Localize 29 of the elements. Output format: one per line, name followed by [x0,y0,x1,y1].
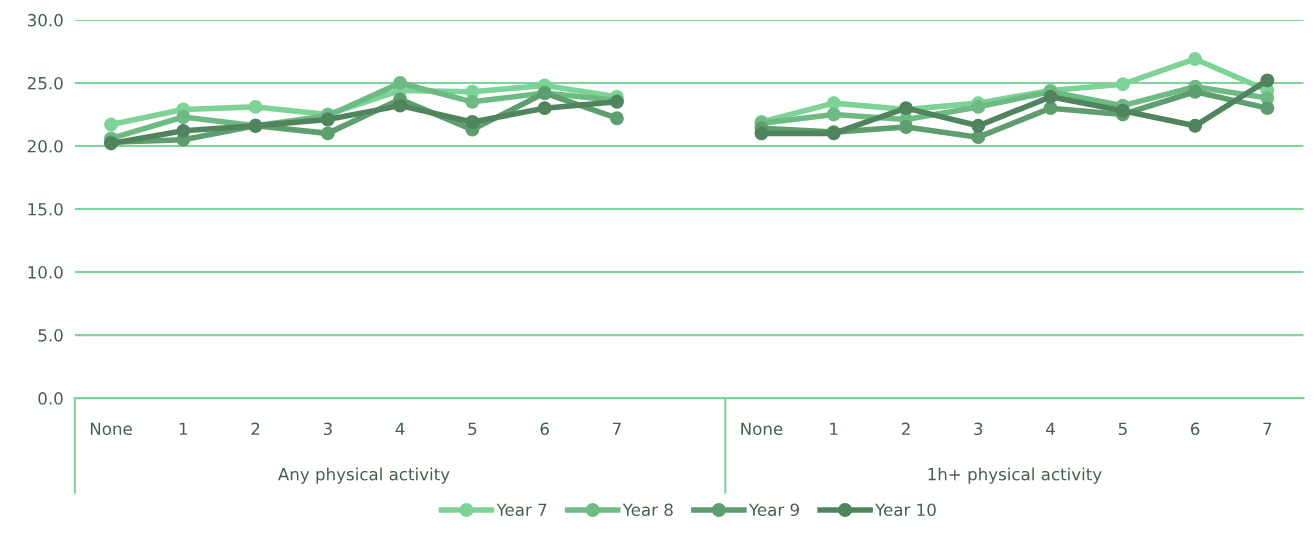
x-tick-label: None [741,422,783,436]
x-tick-label: 2 [251,422,260,435]
legend-label: Year 10 [875,503,936,517]
y-tick-label: 20.0 [27,139,63,153]
legend-label: Year 8 [622,503,673,517]
y-tick-label: 15.0 [28,202,63,216]
x-tick-label: 5 [468,422,477,436]
legend-label: Year 7 [496,503,547,517]
y-tick-label: 25.0 [27,76,63,90]
text: 1h+ physical activity [928,467,1102,484]
x-tick-label: 5 [1118,422,1127,436]
y-tick-label: 30.0 [27,13,63,27]
x-tick-label: 1 [830,422,838,435]
x-tick-label: 1 [179,422,188,435]
x-tick-label: 6 [1190,422,1200,436]
x-tick-label: None [90,422,132,436]
y-tick-label: 10.0 [28,266,63,279]
x-tick-label: 7 [1263,422,1272,435]
x-tick-label: 4 [395,422,405,435]
x-tick-label: 6 [540,422,549,436]
y-tick-label: 0.0 [38,392,63,405]
x-tick-label: 3 [974,422,983,436]
text: Any physical activity [278,467,450,484]
x-tick-label: 2 [901,422,910,435]
legend-label: Year 9 [748,503,799,517]
x-tick-label: 3 [323,422,332,436]
x-tick-label: 7 [612,422,621,435]
x-tick-label: 4 [1046,422,1055,435]
y-tick-label: 5.0 [38,329,63,342]
